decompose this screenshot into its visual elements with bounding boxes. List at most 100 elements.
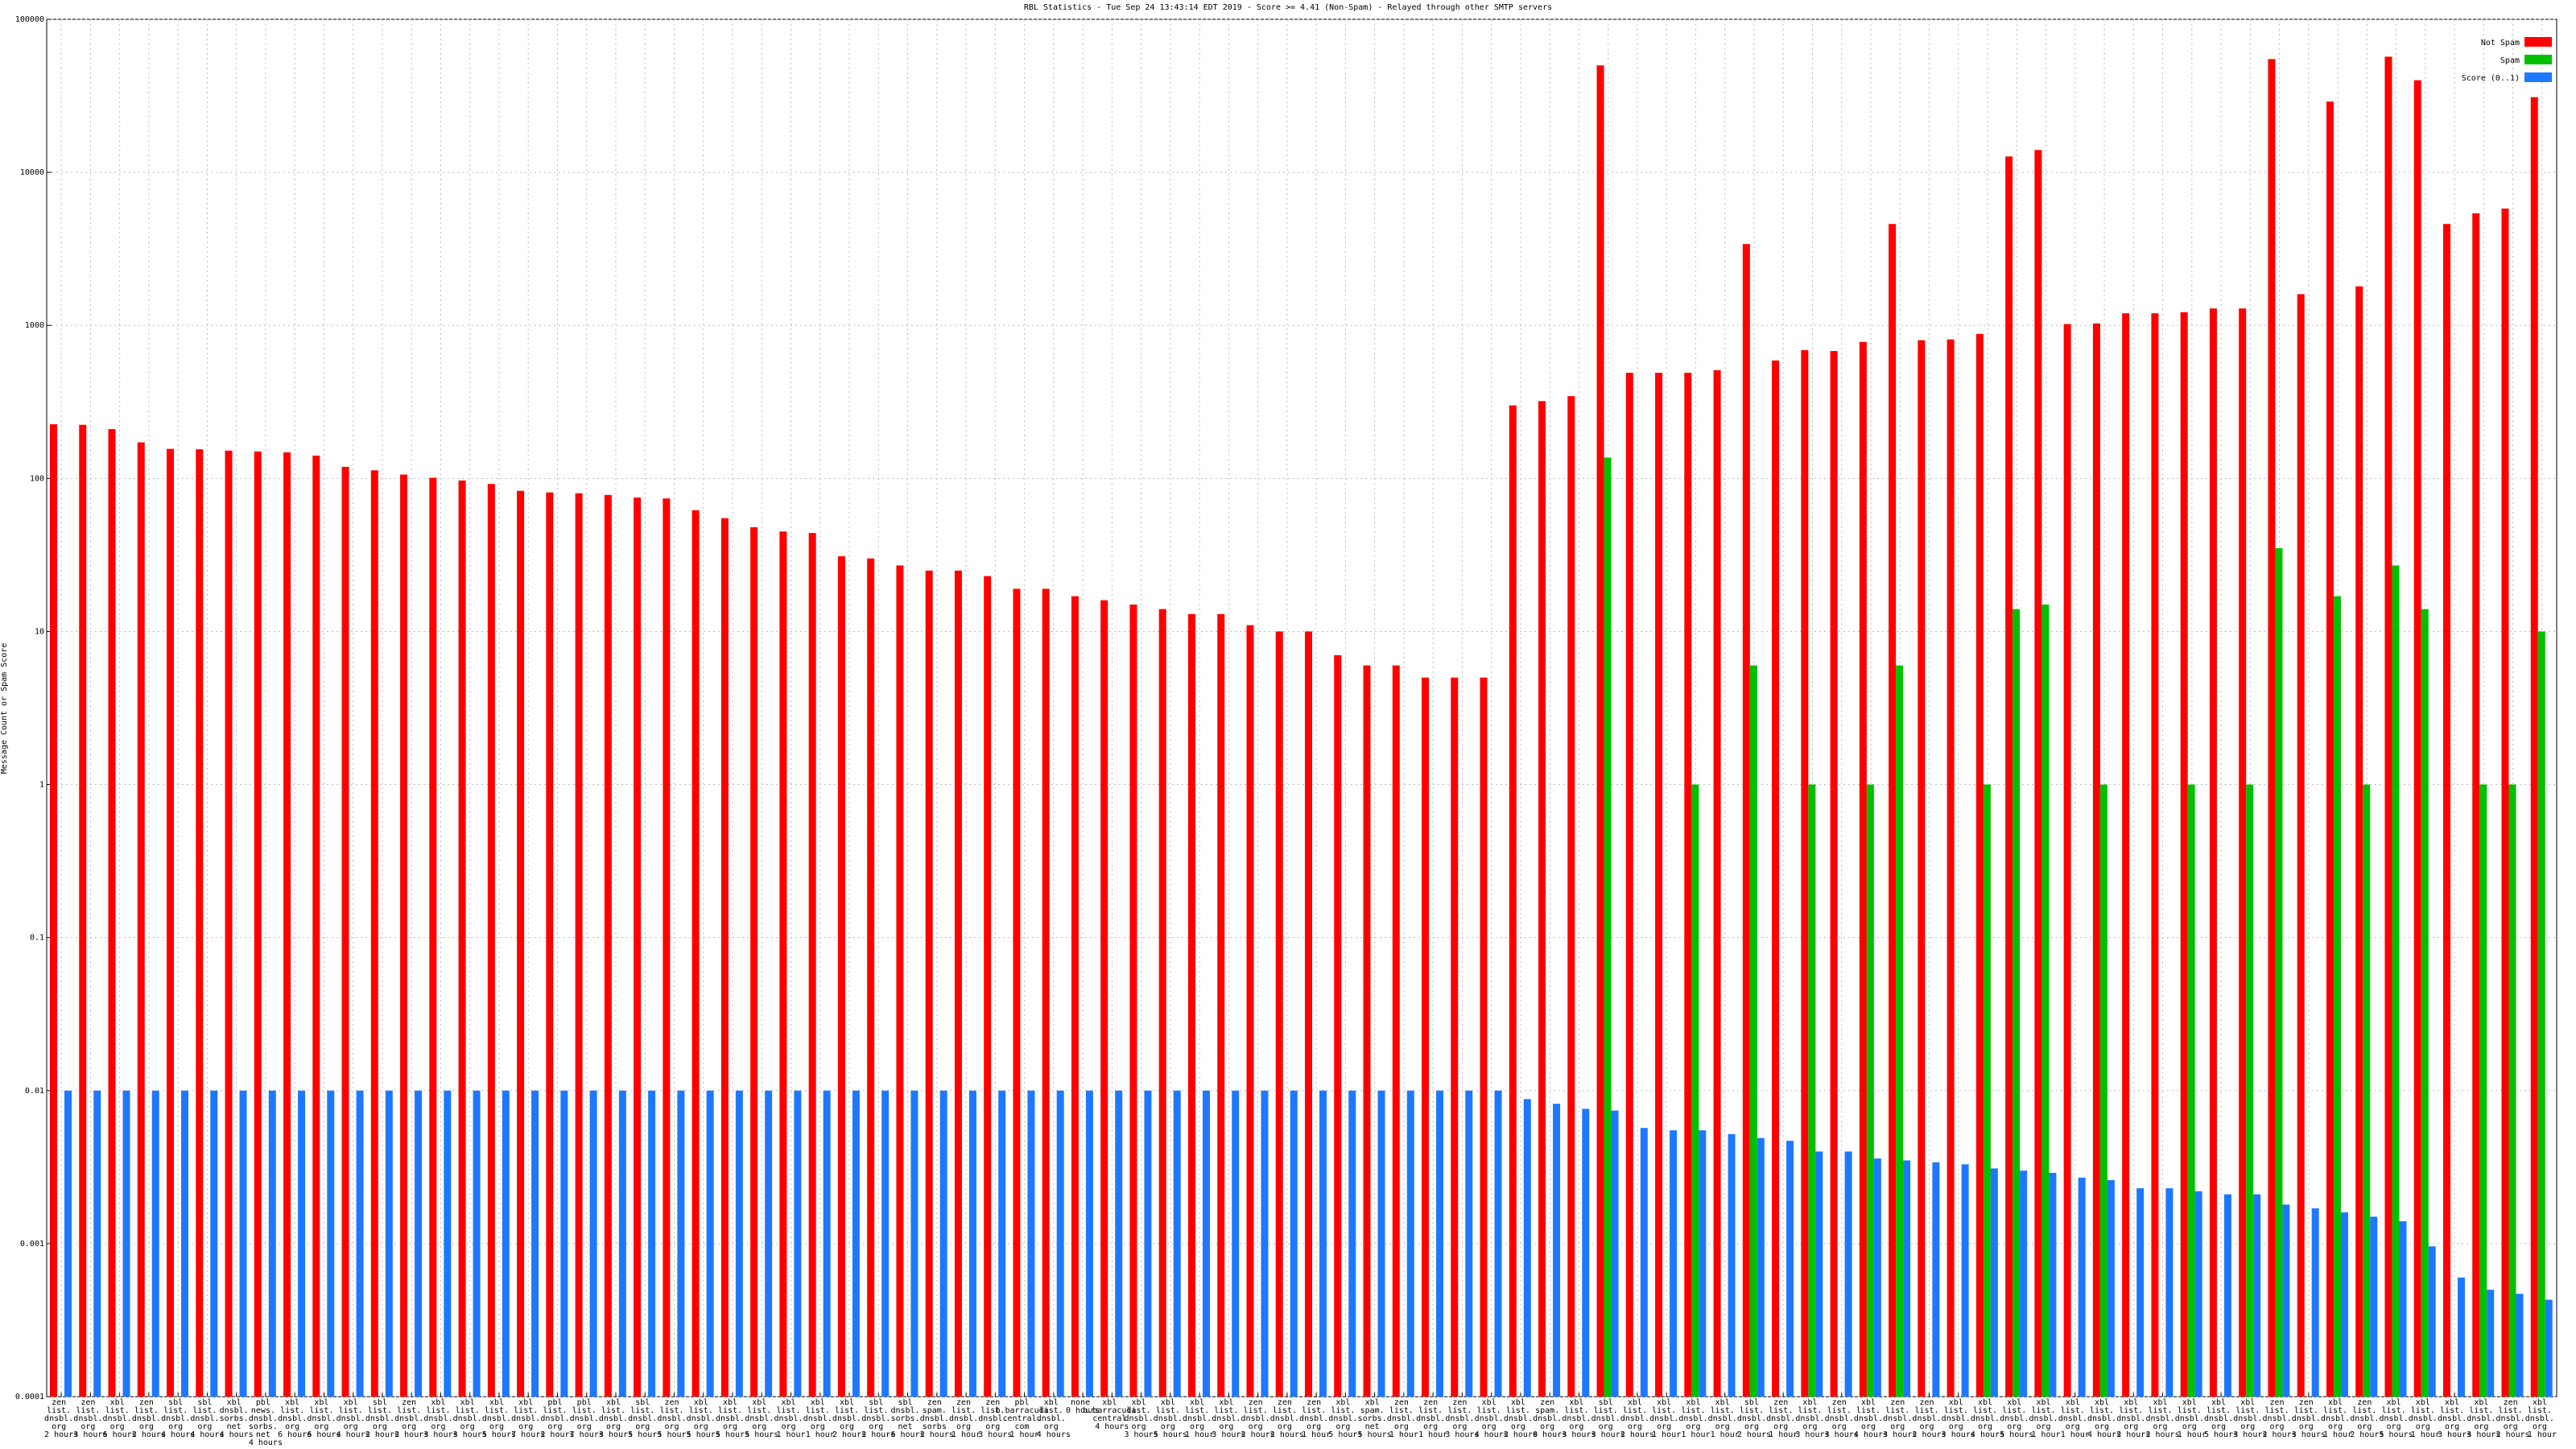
x-tick-label: xbl list. dnsbl. org 3 hours bbox=[1562, 1398, 1596, 1439]
bar bbox=[458, 480, 466, 1397]
bar bbox=[1699, 1130, 1707, 1397]
x-tick-label: xbl list. dnsbl. org 1 hour bbox=[2029, 1398, 2062, 1439]
bar bbox=[2333, 596, 2341, 1397]
bar bbox=[1932, 1162, 1940, 1397]
bar bbox=[1129, 604, 1137, 1397]
x-tick-label: pbl list. dnsbl. org 7 hours bbox=[570, 1398, 604, 1439]
bar bbox=[50, 424, 57, 1397]
bar bbox=[1903, 1160, 1911, 1397]
x-tick-label: xbl list. dnsbl. org 3 hours bbox=[1795, 1398, 1829, 1439]
x-tick-label: sbl list. dnsbl. org 2 hours bbox=[365, 1398, 399, 1439]
bar bbox=[1691, 784, 1699, 1397]
bar bbox=[808, 533, 816, 1397]
bar bbox=[2223, 1194, 2231, 1397]
bar bbox=[1567, 396, 1575, 1397]
x-tick-label: zen spam. dnsbl. org 0 hours bbox=[1533, 1398, 1567, 1439]
bar bbox=[2092, 323, 2100, 1397]
bar bbox=[1889, 224, 1897, 1397]
x-tick-label: xbl list. dnsbl. org 1 hour bbox=[2321, 1398, 2355, 1439]
bar bbox=[2413, 80, 2421, 1397]
bar bbox=[2005, 156, 2013, 1397]
x-tick-label: zen list. dnsbl. org 3 hours bbox=[1445, 1398, 1479, 1439]
bar bbox=[1056, 1090, 1064, 1397]
x-tick-label: zen list. dnsbl. org 3 hours bbox=[1883, 1398, 1917, 1439]
bar bbox=[122, 1090, 130, 1397]
bar bbox=[1494, 1090, 1502, 1397]
x-tick-label: xbl list. dnsbl. org 4 hours bbox=[1475, 1398, 1509, 1439]
bar bbox=[1290, 1090, 1298, 1397]
bar bbox=[663, 498, 671, 1397]
bar bbox=[1363, 665, 1371, 1397]
bar bbox=[2363, 784, 2371, 1397]
x-tick-label: zen list. dnsbl. org 2 hours bbox=[44, 1398, 78, 1439]
x-tick-label: xbl list. dnsbl. org 1 hour bbox=[1708, 1398, 1742, 1439]
bar bbox=[896, 565, 904, 1397]
bar bbox=[1144, 1090, 1152, 1397]
bar bbox=[268, 1090, 276, 1397]
bar bbox=[79, 424, 87, 1397]
x-tick-label: xbl list. dnsbl. org 4 hours bbox=[1854, 1398, 1888, 1439]
x-tick-label: xbl list. dnsbl. org 5 hours bbox=[745, 1398, 778, 1439]
bar bbox=[1713, 369, 1721, 1397]
bar bbox=[1406, 1090, 1414, 1397]
x-tick-label: xbl list. dnsbl. org 3 hours bbox=[453, 1398, 487, 1439]
legend-swatch bbox=[2524, 37, 2552, 47]
bar bbox=[1275, 631, 1283, 1397]
bar bbox=[1465, 1090, 1473, 1397]
x-tick-label: xbl list. dnsbl. org 6 hours bbox=[307, 1398, 341, 1439]
x-tick-label: xbl list. dnsbl. org 5 hours bbox=[482, 1398, 516, 1439]
x-tick-label: zen list. dnsbl. org 2 hours bbox=[1241, 1398, 1275, 1439]
x-tick-label: xbl list. dnsbl. org 3 hours bbox=[1125, 1398, 1158, 1439]
x-tick-label: sbl list. dnsbl. org 2 hours bbox=[861, 1398, 895, 1439]
x-tick-label: xbl list. dnsbl. org 4 hours bbox=[336, 1398, 370, 1439]
bar bbox=[1640, 1128, 1648, 1397]
bar bbox=[415, 1090, 423, 1397]
legend-swatch bbox=[2524, 55, 2552, 64]
bar bbox=[2399, 1221, 2407, 1397]
x-tick-label: xbl list. dnsbl. org 6 hours bbox=[103, 1398, 137, 1439]
bar bbox=[765, 1090, 773, 1397]
bar bbox=[1844, 1151, 1852, 1397]
x-tick-label: zen spam. dnsbl. sorbs 2 hours bbox=[920, 1398, 954, 1439]
bar bbox=[327, 1090, 335, 1397]
x-tick-label: none 0 hours bbox=[1066, 1398, 1100, 1415]
bar bbox=[2078, 1177, 2086, 1397]
bar bbox=[298, 1090, 306, 1397]
x-tick-label: zen list. dnsbl. org 2 hours bbox=[1270, 1398, 1304, 1439]
x-tick-label: sbl list. dnsbl. org 4 hours bbox=[161, 1398, 195, 1439]
bar bbox=[2239, 308, 2247, 1397]
bar bbox=[254, 451, 262, 1397]
bar bbox=[1961, 1164, 1969, 1397]
bar bbox=[2311, 1208, 2319, 1397]
x-tick-label: xbl list. dnsbl. org 5 hours bbox=[716, 1398, 749, 1439]
x-tick-label: xbl list. dnsbl. org 1 hour bbox=[2175, 1398, 2209, 1439]
x-tick-label: xbl list. dnsbl. org 5 hours bbox=[1154, 1398, 1187, 1439]
x-tick-label: xbl list. dnsbl. org 2 hours bbox=[2145, 1398, 2179, 1439]
bar bbox=[1217, 613, 1225, 1397]
bar bbox=[2516, 1294, 2524, 1397]
x-tick-label: sbl dnsbl. sorbs. net 6 hours bbox=[890, 1398, 924, 1439]
x-tick-label: xbl list. dnsbl. org 5 hours bbox=[2204, 1398, 2238, 1439]
y-axis-label: Message Count or Spam Score bbox=[0, 643, 9, 774]
x-tick-label: zen list. dnsbl. org 1 hour bbox=[1387, 1398, 1421, 1439]
x-tick-label: zen list. dnsbl. org 2 hours bbox=[2350, 1398, 2384, 1439]
legend-label: Spam bbox=[2500, 56, 2520, 65]
bar bbox=[2194, 1191, 2202, 1397]
x-tick-label: xbl list. dnsbl. org 1 hour bbox=[803, 1398, 837, 1439]
bar bbox=[181, 1090, 189, 1397]
bar bbox=[1990, 1168, 1998, 1397]
bar bbox=[867, 558, 875, 1397]
x-tick-label: sbl list. dnsbl. org 3 hours bbox=[1591, 1398, 1625, 1439]
bar bbox=[2246, 784, 2254, 1397]
bar bbox=[1013, 588, 1021, 1397]
x-tick-label: zen list. dnsbl. org 2 hours bbox=[394, 1398, 428, 1439]
y-tick-label: 100000 bbox=[15, 15, 44, 24]
x-tick-label: xbl list. dnsbl. org 4 hours bbox=[1037, 1398, 1071, 1439]
bar bbox=[1480, 677, 1488, 1397]
bar bbox=[925, 570, 933, 1397]
bar bbox=[444, 1090, 452, 1397]
bar bbox=[1801, 349, 1809, 1397]
bar bbox=[167, 448, 175, 1397]
bar bbox=[1451, 677, 1459, 1397]
bar bbox=[939, 1090, 947, 1397]
